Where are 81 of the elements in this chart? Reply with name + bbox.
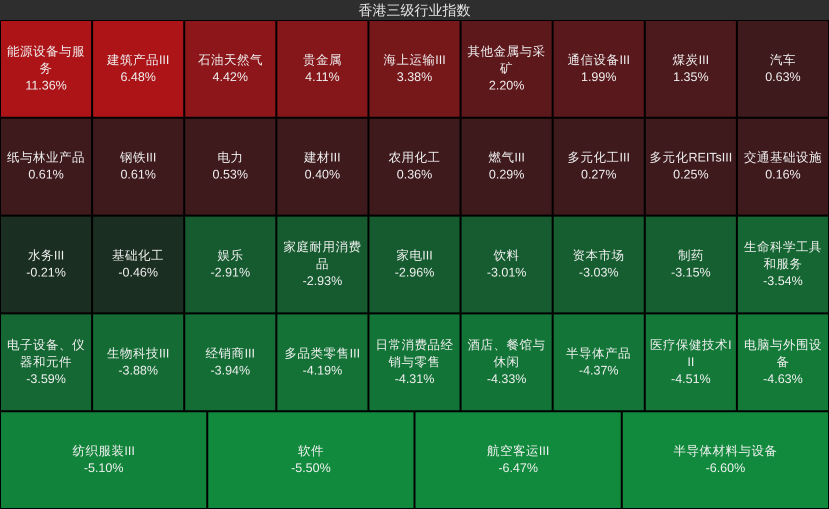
data-label: -2.93% <box>302 274 342 288</box>
data-label: -4.33% <box>486 372 526 386</box>
data-label: -3.88% <box>118 363 158 378</box>
category-label: 半导体材料与设备 <box>673 444 778 458</box>
data-label: -0.46% <box>118 265 158 280</box>
category-label: 能源设备与服务 <box>7 44 86 76</box>
category-label: 经销商III <box>206 346 255 360</box>
data-label: -3.94% <box>210 363 250 378</box>
category-label: 建筑产品III <box>106 52 170 67</box>
category-label: 纺织服装III <box>72 444 135 458</box>
category-label: 多元化REITsIII <box>649 150 732 165</box>
data-label: -3.54% <box>763 274 803 288</box>
data-label: 11.36% <box>25 78 67 92</box>
data-label: 0.25% <box>673 168 709 182</box>
data-label: -4.37% <box>578 363 619 378</box>
data-label: 2.20% <box>488 78 524 92</box>
text: 香港三级行业指数 <box>358 2 470 18</box>
category-label: 家电III <box>396 247 433 262</box>
category-label: 建材III <box>303 150 341 165</box>
data-label: -4.63% <box>763 372 803 386</box>
data-label: 0.36% <box>396 168 432 182</box>
category-label: 电子设备、仪器和元件 <box>7 338 86 369</box>
category-label: 资本市场 <box>572 248 625 262</box>
data-label: -4.19% <box>302 363 342 378</box>
data-label: -5.50% <box>291 461 331 476</box>
data-label: -4.31% <box>394 372 434 386</box>
data-label: -3.15% <box>671 265 711 280</box>
category-label: 饮料 <box>492 248 520 262</box>
category-label: 通信设备III <box>568 52 630 67</box>
category-label: 日常消费品经销与零售 <box>376 338 454 369</box>
category-label: 生物科技III <box>106 346 170 360</box>
category-label: 农用化工 <box>388 150 440 165</box>
category-label: 多元化工III <box>568 150 630 165</box>
category-label: 酒店、餐馆与休闲 <box>468 336 546 369</box>
category-label: 多品类零售III <box>284 346 360 360</box>
category-label: 医疗保健技术III <box>650 338 732 369</box>
category-label: 制药 <box>678 248 704 262</box>
data-label: -0.21% <box>26 265 66 280</box>
data-label: 6.48% <box>120 70 156 84</box>
category-label: 燃气III <box>488 150 525 165</box>
data-label: 0.27% <box>580 168 616 182</box>
data-label: 1.99% <box>580 70 616 84</box>
data-label: 3.38% <box>396 70 432 84</box>
data-label: 0.29% <box>488 168 524 182</box>
category-label: 半导体产品 <box>566 346 632 360</box>
data-label: -2.96% <box>394 265 434 280</box>
category-label: 钢铁III <box>118 150 156 165</box>
data-label: -5.10% <box>84 461 124 476</box>
data-label: -3.59% <box>26 372 66 386</box>
category-label: 贵金属 <box>302 52 342 67</box>
category-label: 水务III <box>28 248 64 262</box>
category-label: 纸与林业产品 <box>7 150 86 165</box>
category-label: 娱乐 <box>217 248 244 262</box>
category-label: 汽车 <box>770 52 796 67</box>
category-label: 电脑与外围设备 <box>744 338 822 369</box>
category-label: 石油天然气 <box>198 52 263 67</box>
data-label: 0.53% <box>212 168 248 182</box>
category-label: 航空客运III <box>486 443 550 458</box>
category-label: 煤炭III <box>672 52 710 67</box>
category-label: 电力 <box>217 150 244 165</box>
data-label: -6.47% <box>498 461 538 476</box>
category-label: 软件 <box>298 444 324 458</box>
data-label: 0.63% <box>765 70 801 84</box>
data-label: 0.61% <box>28 168 64 182</box>
category-label: 生命科学工具和服务 <box>744 240 822 271</box>
data-label: -6.60% <box>706 461 746 476</box>
data-label: 0.40% <box>304 168 340 182</box>
data-label: 4.11% <box>305 70 340 84</box>
data-label: -4.51% <box>671 372 711 386</box>
category-label: 家庭耐用消费品 <box>283 238 362 271</box>
category-label: 海上运输III <box>383 52 446 67</box>
data-label: 0.16% <box>765 168 801 182</box>
data-label: -3.03% <box>578 265 619 280</box>
category-label: 其他金属与采矿 <box>468 44 546 76</box>
category-label: 基础化工 <box>112 248 164 262</box>
data-label: 0.61% <box>120 168 156 182</box>
data-label: -2.91% <box>210 265 250 280</box>
data-label: 1.35% <box>673 70 709 84</box>
category-label: 交通基础设施 <box>744 150 822 165</box>
data-label: -3.01% <box>486 265 526 280</box>
data-label: 4.42% <box>212 70 248 84</box>
